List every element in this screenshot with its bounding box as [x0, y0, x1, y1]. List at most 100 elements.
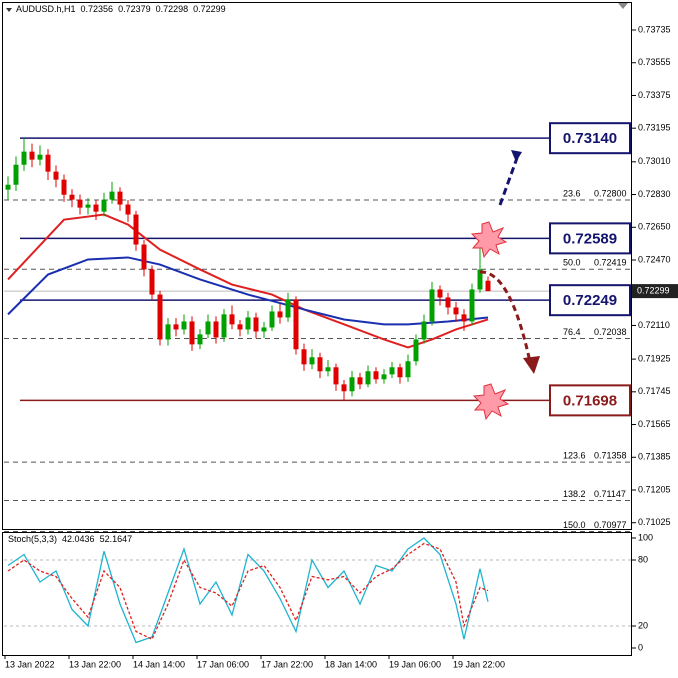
candle-body [349, 377, 355, 392]
x-tick-label: 19 Jan 06:00 [389, 659, 441, 669]
candle-body [429, 289, 435, 322]
candle-body [277, 311, 283, 318]
candle-body [85, 204, 91, 208]
candle-body [293, 299, 299, 350]
candle-body [69, 194, 75, 200]
y-tick-label: 20 [638, 620, 648, 630]
down-arrow [479, 270, 532, 363]
candle-body [333, 367, 339, 385]
y-tick-label: 0.73555 [638, 57, 671, 67]
candle-body [269, 311, 275, 328]
x-tick-label: 18 Jan 14:00 [325, 659, 377, 669]
y-tick-label: 0.72650 [638, 222, 671, 232]
moving-average [7, 256, 489, 326]
candle-body [205, 321, 211, 335]
candle-body [141, 244, 147, 270]
fib-ratio: 150.0 [563, 520, 586, 530]
ohlc-value: 0.72356 [81, 4, 114, 14]
candle-body [477, 269, 483, 290]
x-tick-label: 13 Jan 2022 [5, 659, 55, 669]
candle-body [21, 151, 27, 165]
fib-price: 0.72800 [594, 188, 627, 198]
ohlc-value: 0.72298 [156, 4, 189, 14]
candle-body [421, 321, 427, 340]
candle-body [77, 199, 83, 208]
candle-body [245, 317, 251, 330]
fib-price: 0.72419 [594, 258, 627, 268]
level-box [549, 122, 631, 155]
x-tick-label: 17 Jan 22:00 [261, 659, 313, 669]
candle-body [213, 321, 219, 338]
candle-body [413, 339, 419, 362]
candle-body [453, 307, 459, 315]
ohlc-value: 0.72379 [118, 4, 151, 14]
fib-ratio: 50.0 [563, 258, 581, 268]
y-tick-label: 0.71745 [638, 386, 671, 396]
candle-body [53, 171, 59, 180]
fib-price: 0.71147 [594, 489, 626, 499]
candle-body [365, 371, 371, 385]
candle-body [397, 367, 403, 378]
candle-body [285, 299, 291, 318]
candle-body [373, 371, 379, 380]
y-tick-label: 0.73010 [638, 156, 671, 166]
y-tick-label: 0.72470 [638, 254, 671, 264]
y-tick-label: 0.71925 [638, 353, 671, 363]
candle-body [357, 377, 363, 385]
stoch-line [7, 537, 489, 644]
fib-price: 0.71358 [594, 451, 627, 461]
fib-ratio: 123.6 [563, 451, 586, 461]
symbol: AUDUSD.h,H1 [16, 4, 76, 14]
stoch-value: 52.1647 [100, 534, 133, 544]
price-tag [632, 284, 678, 299]
candle-body [437, 289, 443, 298]
candle-body [181, 321, 187, 330]
candle-body [221, 314, 227, 338]
x-tick-label: 19 Jan 22:00 [453, 659, 505, 669]
candle-body [101, 199, 107, 212]
candle-body [229, 314, 235, 325]
candle-body [45, 154, 51, 172]
level-box [549, 222, 631, 255]
y-tick-label: 0.71565 [638, 419, 671, 429]
candle-body [405, 361, 411, 378]
y-tick-label: 0.71025 [638, 517, 671, 527]
level-label: 0.72589 [563, 230, 617, 247]
candle-body [173, 324, 179, 330]
stoch-name: Stoch(5,3,3) [8, 534, 57, 544]
stoch-value: 42.0436 [62, 534, 95, 544]
down-arrow-head [523, 356, 540, 374]
candle-body [197, 334, 203, 345]
price-tag-label: 0.72299 [637, 285, 670, 295]
candle-body [341, 384, 347, 392]
x-tick-label: 13 Jan 22:00 [69, 659, 121, 669]
fib-ratio: 23.6 [563, 188, 581, 198]
candle-body [189, 321, 195, 345]
candle-body [93, 204, 99, 212]
fib-price: 0.70977 [594, 520, 627, 530]
candle-body [117, 191, 123, 205]
candle-body [389, 367, 395, 375]
y-tick-label: 0 [638, 642, 643, 652]
candle-body [157, 294, 163, 340]
candle-body [133, 214, 139, 245]
annotations: 0.73140 0.72589 0.72249 0.71698 [470, 122, 631, 421]
candle-body [125, 204, 131, 215]
ohlc-value: 0.72299 [193, 4, 226, 14]
y-tick-label: 0.73735 [638, 24, 671, 34]
candle-body [61, 179, 67, 195]
level-box [549, 384, 631, 417]
candle-body [165, 324, 171, 340]
candle-body [149, 269, 155, 295]
level-label: 0.73140 [563, 130, 617, 147]
burst [470, 221, 508, 259]
candle-body [445, 297, 451, 308]
y-tick-label: 0.73375 [638, 90, 671, 100]
candle-body [301, 349, 307, 365]
candle-body [309, 357, 315, 365]
candle-body [109, 191, 115, 200]
candle-body [29, 151, 35, 160]
candle-body [261, 327, 267, 332]
stoch-line [7, 542, 489, 641]
